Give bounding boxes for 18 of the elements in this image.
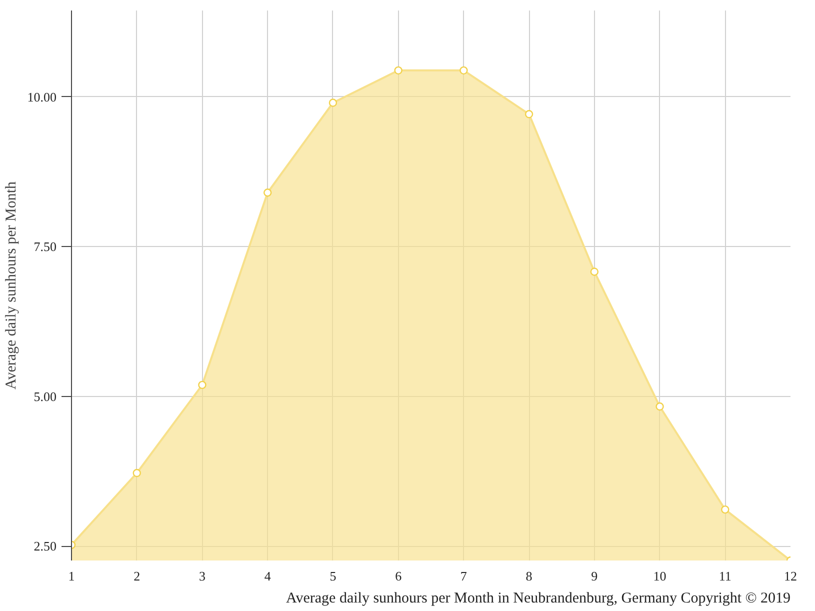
x-tick-label: 10 <box>653 568 666 584</box>
text: Average daily sunhours per Month in Neubrandenburg, Germany Copyright © 2019 <box>286 590 791 606</box>
x-tick-label: 4 <box>264 568 272 584</box>
x-tick-label: 8 <box>526 568 532 584</box>
x-tick-label: 2 <box>134 568 140 584</box>
x-tick-label: 12 <box>784 568 797 584</box>
y-tick-label: 2.50 <box>34 538 56 554</box>
x-tick-label: 9 <box>591 568 598 584</box>
x-tick-label: 7 <box>460 568 468 584</box>
y-tick-label: 7.50 <box>34 239 56 254</box>
y-axis-title: Average daily sunhours per Month <box>3 180 20 390</box>
x-tick-label: 5 <box>330 568 336 584</box>
x-tick-label: 3 <box>198 568 206 584</box>
x-tick-label: 11 <box>718 568 732 584</box>
y-tick-label: 10.00 <box>27 89 56 104</box>
x-tick-label: 6 <box>395 568 402 584</box>
x-tick-label: 1 <box>68 568 75 584</box>
y-tick-label: 5.00 <box>34 388 56 404</box>
